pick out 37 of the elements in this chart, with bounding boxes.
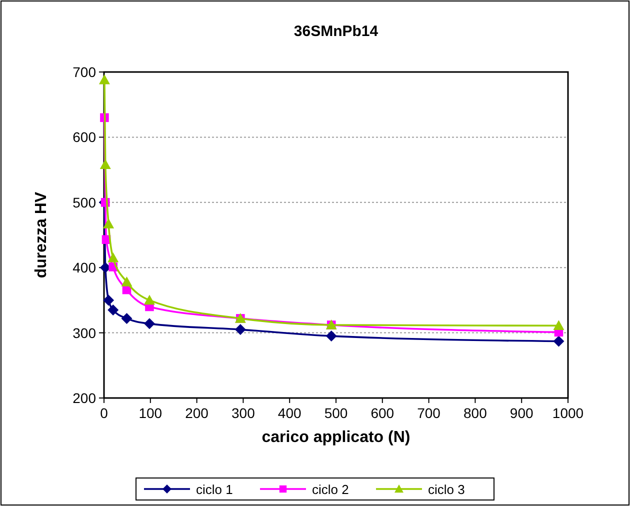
y-tick-label: 300 xyxy=(72,324,96,341)
point xyxy=(108,304,119,316)
x-tick-label: 400 xyxy=(278,405,302,421)
legend-label: ciclo 3 xyxy=(428,482,465,497)
x-tick-label: 1000 xyxy=(552,405,584,421)
point xyxy=(103,218,114,228)
point xyxy=(553,336,564,347)
x-axis-title: carico applicato (N) xyxy=(262,429,410,446)
point xyxy=(121,276,132,286)
y-tick-label: 400 xyxy=(72,260,96,276)
x-tick-label: 200 xyxy=(185,405,209,421)
point xyxy=(100,159,111,169)
legend-label: ciclo 2 xyxy=(312,482,349,497)
x-tick-label: 800 xyxy=(464,405,488,421)
y-tick-label: 500 xyxy=(72,194,96,210)
chart-title: 36SMnPb14 xyxy=(294,23,379,40)
x-tick-label: 500 xyxy=(324,405,348,421)
point xyxy=(103,294,114,306)
legend-label: ciclo 1 xyxy=(196,482,233,497)
point xyxy=(326,330,337,342)
point xyxy=(234,324,246,336)
point xyxy=(98,74,110,84)
x-tick-label: 100 xyxy=(138,405,162,421)
point xyxy=(144,294,155,305)
y-tick-label: 200 xyxy=(72,390,96,406)
y-tick-label: 700 xyxy=(72,64,96,80)
x-tick-label: 700 xyxy=(417,405,441,421)
x-tick-label: 0 xyxy=(100,405,108,421)
y-axis-title: durezza HV xyxy=(33,192,50,278)
point xyxy=(121,312,132,324)
point xyxy=(108,252,119,262)
y-tick-label: 600 xyxy=(72,129,96,146)
x-tick-label: 900 xyxy=(510,405,534,421)
x-tick-label: 300 xyxy=(232,405,256,421)
point xyxy=(144,318,155,330)
point xyxy=(553,320,564,330)
x-tick-label: 600 xyxy=(370,405,394,421)
